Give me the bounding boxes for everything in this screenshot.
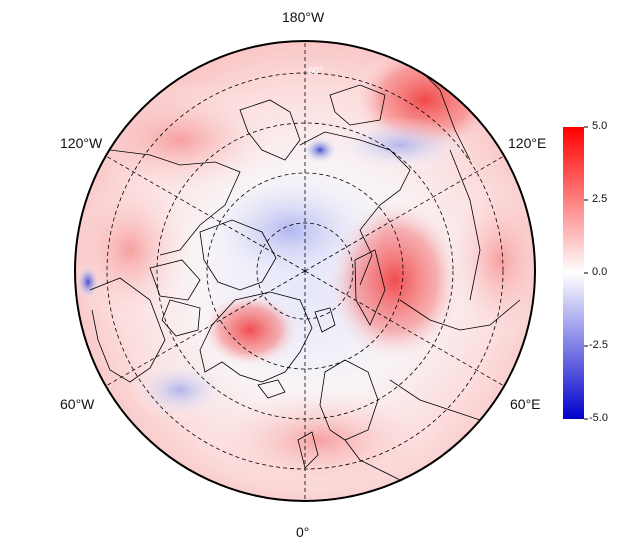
- lon-label-120e: 120°E: [508, 135, 547, 151]
- colorbar-ticks: [584, 126, 588, 420]
- graticule: [105, 41, 505, 501]
- lon-label-180w: 180°W: [282, 9, 325, 25]
- anomaly-field: [75, 41, 535, 501]
- colorbar-tick-label: -2.5: [589, 339, 608, 351]
- colorbar-tick-label: -5.0: [589, 412, 608, 424]
- lon-label-60w: 60°W: [60, 396, 95, 412]
- lon-label-120w: 120°W: [60, 135, 103, 151]
- colorbar: [563, 127, 584, 419]
- colorbar-tick-label: 0.0: [592, 266, 608, 278]
- lon-label-60e: 60°E: [510, 396, 541, 412]
- latitude-label: 60°: [308, 66, 323, 77]
- map-boundary: [74, 40, 536, 502]
- colorbar-tick-label: 2.5: [592, 193, 608, 205]
- colorbar-tick-label: 5.0: [592, 120, 608, 132]
- lon-label-0: 0°: [296, 524, 310, 540]
